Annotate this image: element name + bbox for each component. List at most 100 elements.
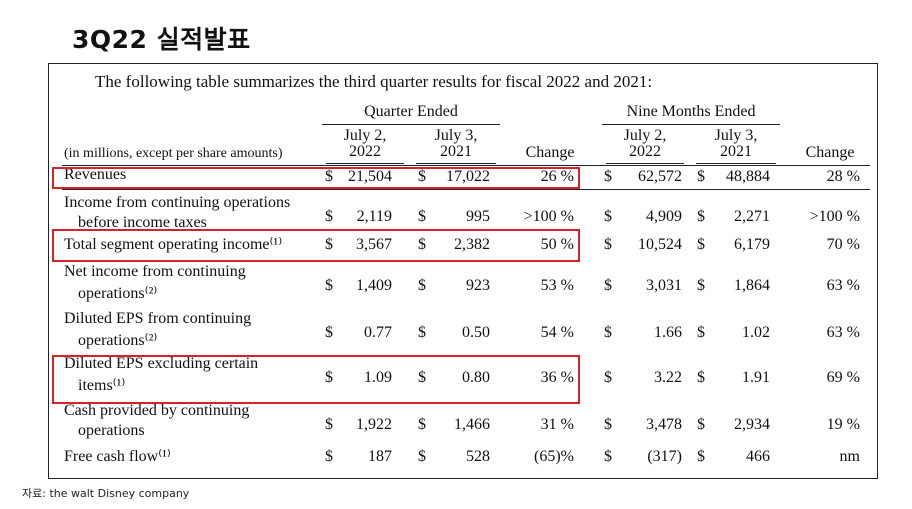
column-header-n-2021-year: 2021 [720, 143, 752, 160]
currency-sign: $ [325, 324, 333, 341]
table-cell: 2,382 [454, 236, 490, 253]
row-label: Revenues [64, 166, 127, 183]
table-cell: 3,478 [646, 416, 682, 433]
currency-sign: $ [697, 448, 705, 465]
currency-sign: $ [604, 277, 612, 294]
currency-sign: $ [604, 208, 612, 225]
table-cell: 2,934 [734, 416, 770, 433]
currency-sign: $ [325, 416, 333, 433]
currency-sign: $ [604, 236, 612, 253]
currency-sign: $ [418, 416, 426, 433]
table-cell: nm [839, 448, 860, 465]
column-header-q-2022: July 2, [343, 127, 387, 144]
table-cell: >100 % [809, 208, 860, 225]
table-cell: 2,271 [734, 208, 770, 225]
column-header-n-change: Change [805, 144, 855, 161]
column-rule-n-2021 [696, 163, 776, 164]
table-cell: (65)% [534, 448, 574, 465]
table-cell: 4,909 [646, 208, 682, 225]
table-cell: 19 % [826, 416, 860, 433]
header-quarter-rule [322, 124, 500, 125]
table-cell: 1.66 [654, 324, 682, 341]
column-rule-q-2022 [326, 163, 404, 164]
table-cell: 17,022 [446, 168, 490, 185]
table-cell: 466 [746, 448, 770, 465]
table-cell: 48,884 [726, 168, 770, 185]
column-header-n-2021: July 3, [714, 127, 758, 144]
table-cell: 69 % [826, 369, 860, 386]
table-cell: 28 % [826, 168, 860, 185]
table-cell: 1.02 [742, 324, 770, 341]
row-label: Free cash flow⁽¹⁾ [64, 448, 171, 465]
table-cell: 63 % [826, 324, 860, 341]
highlight-revenues [52, 167, 580, 189]
row-label: Income from continuing operations [64, 194, 291, 211]
header-nine-rule [602, 124, 780, 125]
highlight-eps-excluding [52, 355, 580, 404]
currency-sign: $ [604, 369, 612, 386]
table-cell: (317) [647, 448, 682, 465]
units-label: (in millions, except per share amounts) [64, 146, 283, 161]
row-label: operations⁽²⁾ [78, 332, 158, 349]
currency-sign: $ [325, 236, 333, 253]
table-cell: 923 [466, 277, 490, 294]
column-rule-n-2022 [606, 163, 684, 164]
row-label: before income taxes [78, 214, 207, 231]
table-cell: 62,572 [638, 168, 682, 185]
source-note: 자료: the walt Disney company [22, 487, 190, 500]
row-label: Total segment operating income⁽¹⁾ [64, 236, 283, 253]
table-cell: 50 % [540, 236, 574, 253]
row-label: Cash provided by continuing [64, 402, 250, 419]
intro-text: The following table summarizes the third… [95, 72, 653, 91]
table-cell: 528 [466, 448, 490, 465]
revenues-rule [62, 189, 870, 190]
currency-sign: $ [325, 208, 333, 225]
table-cell: 0.50 [462, 324, 490, 341]
column-rule-q-2021 [416, 163, 496, 164]
table-cell: >100 % [523, 208, 574, 225]
table-cell: 54 % [540, 324, 574, 341]
currency-sign: $ [418, 236, 426, 253]
currency-sign: $ [697, 416, 705, 433]
table-cell: 0.80 [462, 369, 490, 386]
column-header-q-change: Change [525, 144, 575, 161]
currency-sign: $ [604, 416, 612, 433]
currency-sign: $ [325, 369, 333, 386]
table-cell: 31 % [540, 416, 574, 433]
table-cell: 70 % [826, 236, 860, 253]
currency-sign: $ [325, 448, 333, 465]
table-frame [48, 63, 878, 479]
currency-sign: $ [418, 277, 426, 294]
currency-sign: $ [697, 324, 705, 341]
row-label: Diluted EPS from continuing [64, 310, 252, 327]
currency-sign: $ [697, 208, 705, 225]
currency-sign: $ [418, 168, 426, 185]
table-cell: 187 [368, 448, 392, 465]
slide-title: 3Q22 실적발표 [72, 25, 251, 54]
row-label: Diluted EPS excluding certain [64, 355, 259, 372]
row-label: operations [78, 422, 145, 439]
table-cell: 10,524 [638, 236, 682, 253]
row-label: operations⁽²⁾ [78, 285, 158, 302]
table-cell: 3.22 [654, 369, 682, 386]
currency-sign: $ [697, 369, 705, 386]
table-cell: 1,922 [356, 416, 392, 433]
table-cell: 53 % [540, 277, 574, 294]
row-label: items⁽¹⁾ [78, 377, 126, 394]
currency-sign: $ [697, 236, 705, 253]
currency-sign: $ [418, 369, 426, 386]
table-cell: 1.91 [742, 369, 770, 386]
row-label: Net income from continuing [64, 263, 246, 280]
header-bottom-rule [62, 165, 870, 166]
currency-sign: $ [697, 168, 705, 185]
table-cell: 1.09 [364, 369, 392, 386]
table-cell: 2,119 [356, 208, 392, 225]
table-cell: 63 % [826, 277, 860, 294]
column-header-q-2021-year: 2021 [440, 143, 472, 160]
currency-sign: $ [325, 168, 333, 185]
header-quarter-ended: Quarter Ended [364, 103, 458, 120]
table-cell: 3,567 [356, 236, 392, 253]
table-cell: 1,466 [454, 416, 490, 433]
highlight-segment-income [52, 229, 580, 262]
currency-sign: $ [418, 448, 426, 465]
